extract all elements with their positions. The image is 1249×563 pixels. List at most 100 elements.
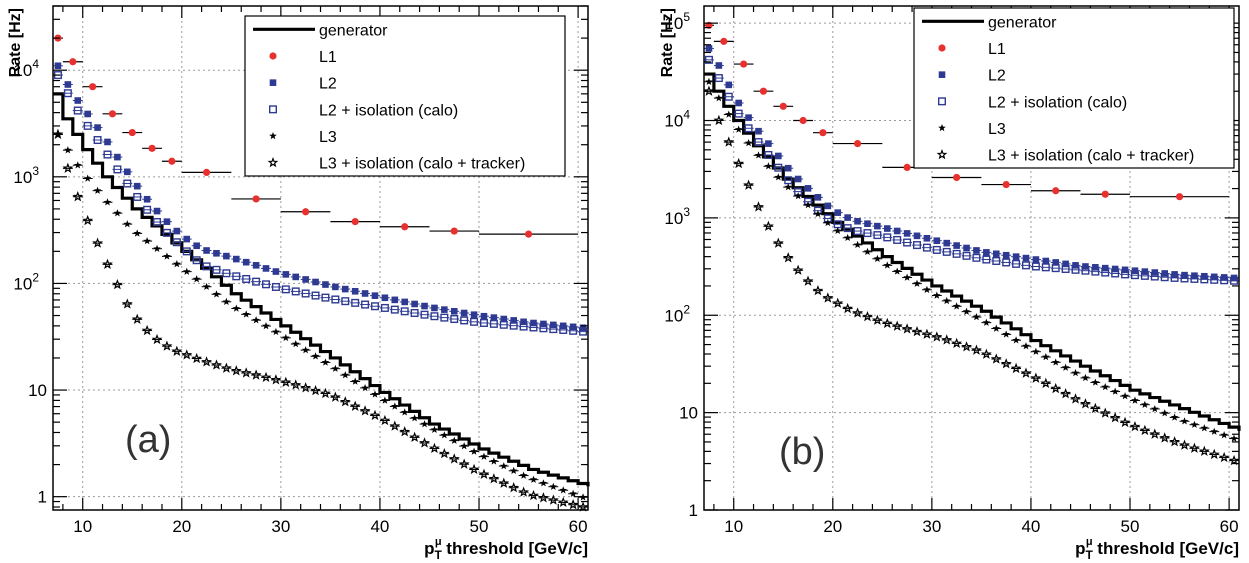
- point-l3: [64, 146, 72, 154]
- point-l2: [559, 322, 567, 330]
- point-l1: [89, 83, 97, 91]
- point-l3iso: [62, 162, 74, 173]
- legend-label-l3iso: L3 + isolation (calo + tracker): [988, 148, 1194, 165]
- point-l3iso: [478, 468, 490, 479]
- point-l2iso: [311, 291, 320, 300]
- point-l3: [509, 466, 518, 475]
- x-tick-label: 20: [172, 517, 191, 536]
- point-l1: [903, 163, 911, 171]
- point-l3: [1230, 434, 1238, 442]
- point-l3: [361, 383, 369, 392]
- legend-box: [244, 15, 566, 177]
- point-l1: [148, 144, 156, 152]
- point-l3iso: [1089, 402, 1101, 414]
- point-l3iso: [230, 365, 242, 376]
- series-l2: [704, 45, 1239, 282]
- point-l2: [804, 185, 812, 192]
- point-l3: [371, 390, 379, 398]
- point-l3iso: [577, 501, 589, 512]
- point-l3: [824, 218, 832, 227]
- series-l2iso: [53, 71, 588, 336]
- point-l3iso: [121, 298, 133, 309]
- panel-label: (b): [779, 431, 825, 473]
- y-tick-label: 104: [13, 57, 39, 80]
- point-l2iso: [460, 316, 469, 325]
- y-tick-label: 10: [28, 381, 47, 400]
- point-l1: [524, 230, 533, 238]
- point-l2: [64, 81, 72, 88]
- point-l2iso: [400, 307, 409, 316]
- point-l2iso: [232, 272, 241, 281]
- series-l1: [704, 21, 1230, 201]
- point-l2: [1022, 254, 1030, 262]
- point-l3: [873, 254, 882, 263]
- point-l3: [853, 240, 862, 249]
- point-l3iso: [743, 179, 755, 190]
- point-l1: [1175, 193, 1184, 201]
- point-l3: [400, 408, 409, 416]
- point-l3iso: [409, 431, 421, 443]
- point-l2iso: [843, 224, 852, 233]
- point-l2: [153, 207, 161, 215]
- point-l3iso: [250, 369, 262, 380]
- point-l1: [302, 208, 310, 216]
- point-l3: [833, 226, 842, 235]
- point-l3iso: [458, 458, 470, 469]
- point-l2iso: [361, 300, 370, 309]
- point-l2: [163, 218, 171, 225]
- point-l2iso: [73, 106, 82, 115]
- point-l3iso: [931, 331, 943, 342]
- point-l3iso: [151, 333, 163, 345]
- point-l2: [371, 292, 379, 299]
- point-l3iso: [822, 292, 834, 303]
- point-l3iso: [733, 157, 745, 169]
- x-tick-label: 50: [1121, 517, 1140, 536]
- point-l3: [1180, 417, 1189, 425]
- point-l3iso: [369, 409, 381, 421]
- legend-swatch-l2: [269, 79, 277, 86]
- point-l2: [1230, 274, 1238, 282]
- series-l3: [704, 77, 1239, 442]
- point-l2: [361, 290, 369, 297]
- point-l2: [893, 227, 901, 235]
- point-l3iso: [1149, 428, 1161, 439]
- point-l3iso: [1020, 367, 1032, 378]
- point-l3iso: [419, 437, 430, 448]
- point-l2iso: [903, 238, 912, 247]
- point-l2iso: [123, 179, 132, 188]
- legend-label-l3: L3: [988, 121, 1006, 138]
- point-l3iso: [448, 453, 460, 464]
- point-l1: [401, 223, 409, 231]
- point-l3iso: [82, 214, 94, 226]
- point-l2: [550, 321, 557, 329]
- point-l3: [470, 447, 478, 455]
- point-l3: [754, 151, 763, 159]
- point-l1: [128, 128, 136, 137]
- point-l2: [143, 195, 151, 203]
- y-tick-label: 103: [13, 164, 39, 187]
- point-l2iso: [252, 277, 261, 286]
- point-l3iso: [961, 341, 972, 352]
- point-l3iso: [713, 114, 725, 126]
- point-l3iso: [488, 473, 500, 484]
- point-l3: [972, 313, 981, 321]
- point-l3iso: [1060, 388, 1072, 399]
- point-l3iso: [1218, 451, 1230, 463]
- point-l3: [734, 125, 743, 133]
- series-l3iso: [703, 85, 1240, 466]
- legend-swatch-l3iso: [267, 156, 279, 168]
- y-tick-label: 102: [664, 302, 690, 325]
- point-l2iso: [479, 318, 488, 327]
- legend-swatch-l2: [938, 71, 946, 78]
- point-l2: [765, 140, 772, 147]
- point-l3iso: [1070, 393, 1081, 404]
- x-ticks: [62, 6, 579, 510]
- legend-label-l2iso: L2 + isolation (calo): [319, 102, 458, 119]
- point-l3iso: [762, 220, 774, 231]
- point-l3iso: [280, 376, 292, 387]
- point-l3iso: [881, 317, 893, 329]
- point-l3iso: [753, 201, 764, 212]
- point-l1: [1002, 180, 1010, 189]
- point-l2iso: [744, 124, 753, 133]
